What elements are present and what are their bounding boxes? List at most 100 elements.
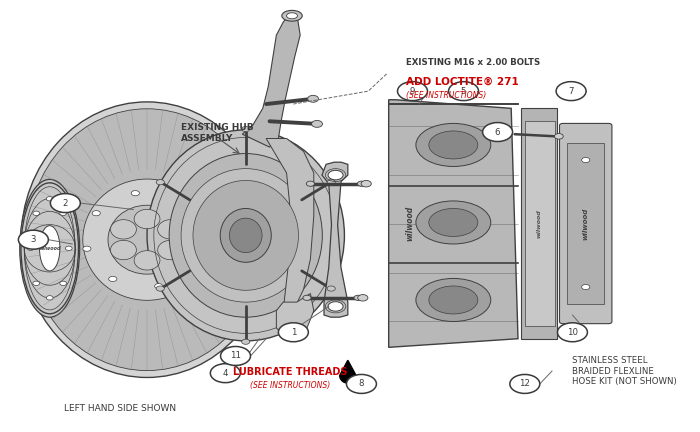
- Text: 11: 11: [230, 352, 241, 360]
- Ellipse shape: [416, 279, 491, 321]
- Text: STAINLESS STEEL
BRAIDED FLEXLINE
HOSE KIT (NOT SHOWN): STAINLESS STEEL BRAIDED FLEXLINE HOSE KI…: [573, 356, 677, 386]
- Polygon shape: [567, 143, 604, 304]
- Circle shape: [510, 375, 540, 394]
- Ellipse shape: [27, 109, 267, 371]
- Ellipse shape: [193, 181, 298, 290]
- Circle shape: [18, 230, 48, 249]
- Ellipse shape: [83, 246, 91, 251]
- Ellipse shape: [83, 179, 211, 300]
- Text: 1: 1: [290, 328, 296, 337]
- Ellipse shape: [27, 246, 34, 251]
- Text: LEFT HAND SIDE SHOWN: LEFT HAND SIDE SHOWN: [64, 404, 176, 413]
- Text: 9: 9: [410, 87, 415, 95]
- Ellipse shape: [429, 131, 478, 159]
- Polygon shape: [276, 293, 314, 337]
- Circle shape: [50, 194, 80, 213]
- Ellipse shape: [108, 205, 186, 274]
- Ellipse shape: [416, 124, 491, 166]
- Ellipse shape: [354, 295, 362, 300]
- Ellipse shape: [282, 10, 302, 21]
- Ellipse shape: [416, 201, 491, 244]
- Text: wilwood: wilwood: [38, 246, 61, 251]
- Ellipse shape: [39, 226, 60, 271]
- FancyBboxPatch shape: [559, 124, 612, 324]
- Ellipse shape: [132, 191, 139, 196]
- Polygon shape: [340, 360, 356, 383]
- Ellipse shape: [358, 181, 365, 186]
- Ellipse shape: [158, 219, 183, 239]
- Text: (SEE INSTRUCTIONS): (SEE INSTRUCTIONS): [250, 381, 330, 391]
- Ellipse shape: [307, 181, 314, 186]
- Ellipse shape: [327, 286, 335, 291]
- Text: 10: 10: [567, 328, 578, 337]
- Ellipse shape: [33, 211, 40, 216]
- Ellipse shape: [46, 295, 53, 300]
- Polygon shape: [525, 121, 555, 326]
- Ellipse shape: [60, 211, 66, 216]
- Ellipse shape: [203, 228, 211, 233]
- Ellipse shape: [554, 133, 564, 139]
- Ellipse shape: [498, 133, 504, 136]
- Ellipse shape: [241, 339, 250, 344]
- Circle shape: [449, 82, 479, 101]
- Ellipse shape: [147, 130, 344, 341]
- Ellipse shape: [177, 198, 186, 203]
- Ellipse shape: [230, 218, 262, 253]
- Text: 2: 2: [62, 199, 68, 208]
- Ellipse shape: [429, 209, 478, 236]
- Ellipse shape: [194, 264, 202, 269]
- Ellipse shape: [582, 157, 590, 162]
- Ellipse shape: [328, 170, 343, 180]
- Text: wilwood: wilwood: [537, 209, 542, 238]
- Circle shape: [279, 323, 309, 342]
- Ellipse shape: [21, 102, 273, 378]
- Ellipse shape: [108, 276, 117, 282]
- Ellipse shape: [328, 302, 343, 311]
- Circle shape: [557, 323, 587, 342]
- Text: 6: 6: [495, 127, 500, 137]
- Ellipse shape: [169, 153, 322, 317]
- Ellipse shape: [46, 197, 53, 201]
- Text: 3: 3: [31, 235, 36, 244]
- Ellipse shape: [358, 295, 368, 301]
- Ellipse shape: [60, 281, 66, 286]
- Text: EXISTING M16 x 2.00 BOLTS: EXISTING M16 x 2.00 BOLTS: [406, 58, 540, 67]
- Ellipse shape: [361, 181, 371, 187]
- Polygon shape: [266, 139, 314, 311]
- Polygon shape: [242, 14, 300, 147]
- Polygon shape: [322, 162, 348, 317]
- Text: ADD LOCTITE® 271: ADD LOCTITE® 271: [406, 77, 519, 87]
- Ellipse shape: [134, 210, 160, 229]
- Ellipse shape: [33, 281, 40, 286]
- Circle shape: [210, 364, 240, 383]
- Ellipse shape: [158, 240, 183, 260]
- Circle shape: [398, 82, 428, 101]
- Ellipse shape: [312, 121, 323, 127]
- Ellipse shape: [111, 219, 136, 239]
- Text: 4: 4: [223, 368, 228, 378]
- Ellipse shape: [429, 286, 478, 314]
- Polygon shape: [522, 108, 557, 339]
- Text: 5: 5: [461, 87, 466, 95]
- Ellipse shape: [303, 295, 311, 300]
- Circle shape: [220, 346, 251, 365]
- Circle shape: [346, 375, 377, 394]
- Text: 12: 12: [519, 379, 531, 388]
- Ellipse shape: [181, 168, 310, 302]
- Ellipse shape: [156, 180, 164, 185]
- Circle shape: [556, 82, 586, 101]
- Ellipse shape: [582, 284, 590, 289]
- Text: wilwood: wilwood: [406, 206, 414, 241]
- Text: 7: 7: [568, 87, 574, 95]
- Ellipse shape: [20, 179, 80, 317]
- Ellipse shape: [92, 211, 100, 216]
- Ellipse shape: [220, 209, 272, 262]
- Ellipse shape: [134, 251, 160, 270]
- Ellipse shape: [496, 131, 506, 138]
- Text: EXISTING HUB
ASSEMBLY: EXISTING HUB ASSEMBLY: [181, 124, 253, 143]
- Ellipse shape: [241, 127, 250, 132]
- Ellipse shape: [327, 180, 335, 185]
- Ellipse shape: [307, 95, 318, 102]
- Circle shape: [482, 123, 512, 142]
- Ellipse shape: [111, 240, 136, 260]
